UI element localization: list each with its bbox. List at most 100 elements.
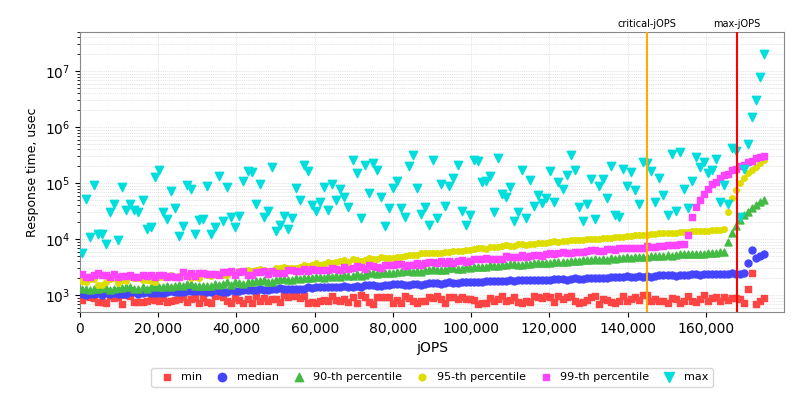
max — [524, 177, 537, 183]
95-th percentile — [282, 265, 294, 272]
99-th percentile — [100, 272, 113, 278]
max — [362, 190, 375, 196]
90-th percentile — [706, 250, 718, 256]
99-th percentile — [512, 254, 525, 260]
99-th percentile — [532, 252, 545, 258]
95-th percentile — [100, 279, 113, 285]
99-th percentile — [245, 272, 258, 278]
min — [124, 293, 137, 300]
median — [334, 284, 347, 291]
median — [128, 289, 141, 296]
99-th percentile — [678, 241, 690, 248]
99-th percentile — [516, 252, 529, 258]
median — [278, 285, 290, 292]
99-th percentile — [544, 250, 557, 256]
max — [144, 224, 157, 230]
median — [225, 287, 238, 294]
90-th percentile — [79, 286, 92, 292]
min — [471, 300, 484, 307]
95-th percentile — [528, 240, 541, 247]
99-th percentile — [144, 272, 157, 278]
median — [710, 271, 722, 277]
95-th percentile — [181, 272, 194, 278]
99-th percentile — [278, 270, 290, 276]
90-th percentile — [181, 281, 194, 287]
min — [262, 298, 274, 304]
95-th percentile — [682, 229, 694, 235]
min — [233, 296, 246, 303]
median — [617, 274, 630, 280]
90-th percentile — [136, 284, 149, 290]
99-th percentile — [710, 178, 722, 185]
max — [278, 213, 290, 220]
90-th percentile — [128, 286, 141, 292]
95-th percentile — [548, 238, 561, 245]
min — [479, 300, 492, 307]
max — [423, 222, 436, 228]
99-th percentile — [294, 268, 306, 275]
99-th percentile — [116, 273, 129, 280]
median — [625, 274, 638, 280]
median — [451, 280, 464, 286]
99-th percentile — [104, 274, 117, 280]
95-th percentile — [556, 238, 569, 245]
90-th percentile — [338, 272, 351, 278]
min — [286, 292, 298, 299]
min — [394, 300, 407, 306]
median — [499, 278, 512, 284]
90-th percentile — [718, 249, 730, 255]
median — [443, 279, 456, 286]
max — [213, 173, 226, 180]
95-th percentile — [710, 227, 722, 233]
min — [742, 286, 754, 292]
99-th percentile — [629, 245, 642, 251]
90-th percentile — [593, 256, 606, 263]
median — [75, 290, 88, 297]
median — [148, 290, 161, 296]
95-th percentile — [706, 227, 718, 234]
max — [706, 167, 718, 173]
95-th percentile — [104, 276, 117, 282]
99-th percentile — [568, 249, 581, 256]
99-th percentile — [499, 253, 512, 260]
max — [100, 241, 113, 248]
median — [346, 284, 359, 290]
95-th percentile — [346, 256, 359, 263]
90-th percentile — [499, 261, 512, 268]
max — [597, 176, 610, 182]
min — [443, 294, 456, 300]
95-th percentile — [589, 236, 602, 242]
95-th percentile — [439, 249, 452, 255]
median — [213, 288, 226, 294]
95-th percentile — [233, 268, 246, 274]
min — [690, 299, 702, 306]
90-th percentile — [330, 272, 342, 279]
95-th percentile — [718, 226, 730, 233]
95-th percentile — [205, 273, 218, 280]
99-th percentile — [617, 245, 630, 251]
min — [205, 300, 218, 306]
max — [625, 169, 638, 175]
median — [314, 284, 326, 290]
max — [140, 226, 153, 232]
median — [560, 276, 573, 283]
90-th percentile — [302, 274, 314, 281]
median — [605, 274, 618, 280]
99-th percentile — [221, 269, 234, 275]
max — [714, 199, 726, 206]
median — [504, 277, 517, 284]
min — [274, 299, 286, 305]
median — [270, 286, 282, 292]
99-th percentile — [112, 274, 125, 280]
min — [104, 293, 117, 299]
95-th percentile — [690, 228, 702, 234]
95-th percentile — [112, 280, 125, 286]
max — [75, 250, 88, 256]
max — [330, 196, 342, 203]
max — [326, 181, 338, 187]
min — [633, 297, 646, 304]
99-th percentile — [674, 241, 686, 248]
99-th percentile — [330, 266, 342, 272]
90-th percentile — [613, 255, 626, 261]
95-th percentile — [342, 259, 355, 265]
